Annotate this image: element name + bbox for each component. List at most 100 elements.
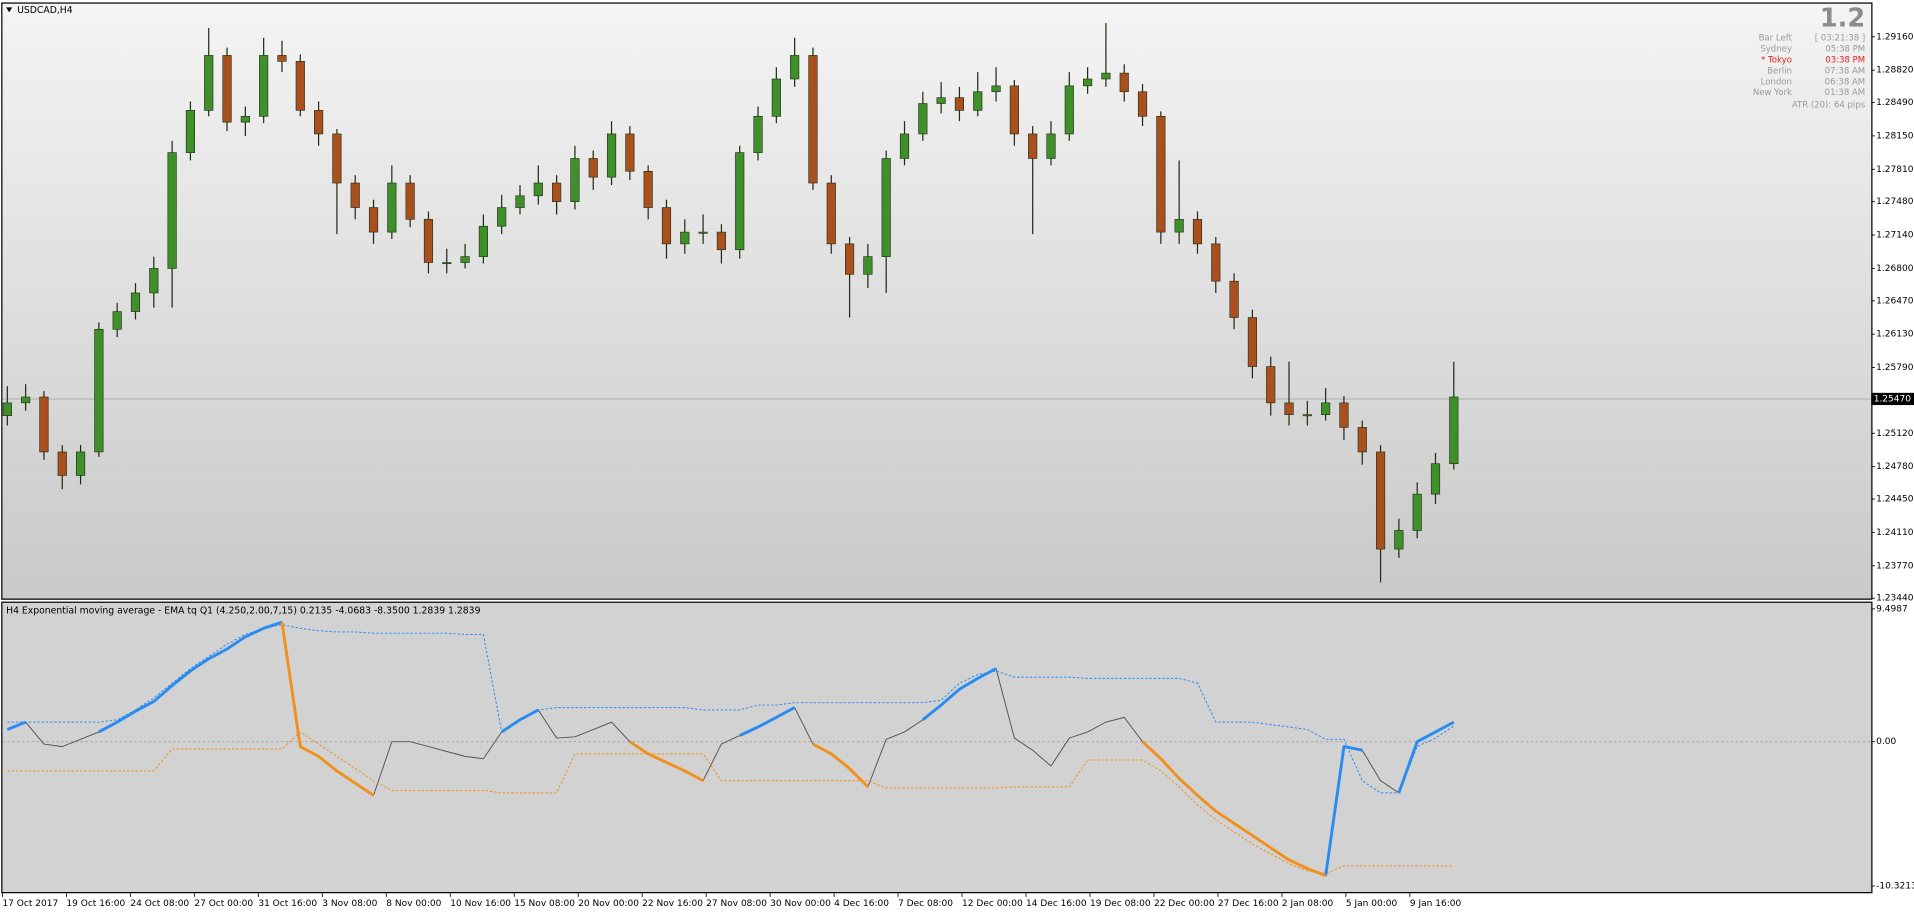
candle-body (570, 158, 580, 202)
x-tick-label: 3 Nov 08:00 (322, 899, 377, 909)
candle-body (698, 231, 708, 234)
candle-body (423, 219, 434, 263)
candle-body (332, 133, 342, 184)
indicator-panel (1, 601, 1873, 894)
candle-body (643, 170, 653, 208)
candle-body (1211, 243, 1221, 282)
x-tick-label: 2 Jan 08:00 (1282, 899, 1334, 909)
candle-body (1137, 91, 1148, 117)
last-price-label: 1.25470 (1874, 394, 1912, 404)
candle-body (1046, 133, 1056, 159)
x-tick-label: 22 Nov 16:00 (642, 899, 703, 909)
candle-body (1156, 115, 1166, 233)
candle-body (1266, 366, 1276, 404)
y-tick-label: 1.28150 (1876, 131, 1914, 141)
candle-body (222, 55, 232, 123)
y-tick-label: 0.00 (1876, 737, 1896, 747)
y-tick-label: 1.25120 (1876, 429, 1914, 439)
candle-body (606, 133, 617, 178)
y-tick-label: 1.27480 (1876, 197, 1914, 207)
indicator-line (280, 621, 1327, 878)
candle-body (1375, 451, 1386, 550)
x-tick-label: 27 Oct 00:00 (194, 899, 253, 909)
candle-body (295, 61, 305, 111)
candle-body (1302, 414, 1312, 417)
candle-body (387, 182, 397, 233)
y-tick-label: 1.29160 (1876, 32, 1914, 42)
x-tick-label: 4 Dec 16:00 (834, 899, 889, 909)
candle-body (204, 55, 214, 111)
candle-body (1247, 317, 1257, 367)
candle-body (954, 97, 965, 111)
candle-body (460, 256, 470, 263)
candle-body (826, 182, 836, 245)
x-tick-label: 12 Dec 00:00 (962, 899, 1023, 909)
y-tick-label: 1.24450 (1876, 495, 1914, 505)
candle-body (716, 231, 726, 251)
info-row-value: 07:38 AM (1825, 66, 1866, 76)
y-tick-label: -10.3213 (1876, 882, 1914, 892)
candle-body (130, 292, 141, 312)
candle-body (368, 207, 379, 233)
info-row-value: 01:38 AM (1825, 88, 1866, 98)
y-tick-label: 1.24780 (1876, 462, 1914, 472)
chart-title: USDCAD,H4 (17, 5, 73, 16)
candle-body (1357, 427, 1367, 453)
y-tick-label: 1.27140 (1876, 231, 1914, 241)
candle-body (918, 103, 928, 135)
candle-body (845, 243, 855, 275)
y-tick-label: 1.26130 (1876, 330, 1914, 340)
x-tick-label: 31 Oct 16:00 (258, 899, 317, 909)
x-tick-label: 30 Nov 00:00 (770, 899, 831, 909)
last-price-box (1871, 392, 1914, 406)
x-tick-label: 15 Nov 08:00 (514, 899, 575, 909)
candle-body (442, 262, 452, 265)
candle-body (149, 268, 159, 294)
candle-body (936, 97, 946, 104)
candle-body (314, 110, 324, 135)
candle-body (1101, 72, 1111, 80)
candle-body (1449, 396, 1459, 465)
candle-body (1430, 463, 1441, 495)
candle-body (533, 182, 543, 197)
x-tick-label: 20 Nov 00:00 (578, 899, 639, 909)
x-tick-label: 27 Dec 16:00 (1218, 899, 1279, 909)
info-row-label: Bar Left (1759, 33, 1793, 43)
x-tick-label: 17 Oct 2017 (2, 899, 58, 909)
x-tick-label: 8 Nov 00:00 (386, 899, 441, 909)
candle-body (991, 85, 1001, 93)
candle-body (240, 115, 250, 123)
candle-body (1119, 72, 1129, 93)
candle-body (167, 152, 177, 269)
indicator-line (7, 731, 1454, 874)
candle-body (185, 110, 196, 153)
candle-body (1339, 402, 1349, 428)
candle-body (259, 55, 269, 117)
x-tick-label: 14 Dec 16:00 (1026, 899, 1087, 909)
info-row-value: 05:38 PM (1825, 44, 1865, 54)
candle-body (771, 78, 781, 117)
y-tick-label: 1.26800 (1876, 264, 1914, 274)
candle-body (21, 396, 31, 404)
candle-body (277, 55, 287, 62)
info-row-label: Sydney (1760, 44, 1792, 54)
plot-layer (2, 23, 1872, 878)
candle-body (753, 115, 763, 153)
y-tick-label: 1.26470 (1876, 296, 1914, 306)
x-tick-label: 24 Oct 08:00 (130, 899, 189, 909)
y-tick-label: 1.23440 (1876, 594, 1914, 604)
info-row-value: 03:38 PM (1825, 55, 1865, 65)
collapse-arrow[interactable] (6, 7, 13, 13)
x-tick-label: 10 Nov 16:00 (450, 899, 511, 909)
candle-body (625, 133, 635, 172)
candle-body (1064, 85, 1074, 135)
candle-body (808, 55, 818, 184)
info-row-label: New York (1753, 88, 1792, 98)
info-row-label: * Tokyo (1761, 55, 1792, 65)
indicator-line (6, 620, 1455, 876)
candle-body (75, 451, 86, 476)
candle-body (1412, 493, 1422, 531)
candle-body (1229, 280, 1239, 318)
main-panel (1, 2, 1873, 600)
x-tick-label: 9 Jan 16:00 (1410, 899, 1462, 909)
